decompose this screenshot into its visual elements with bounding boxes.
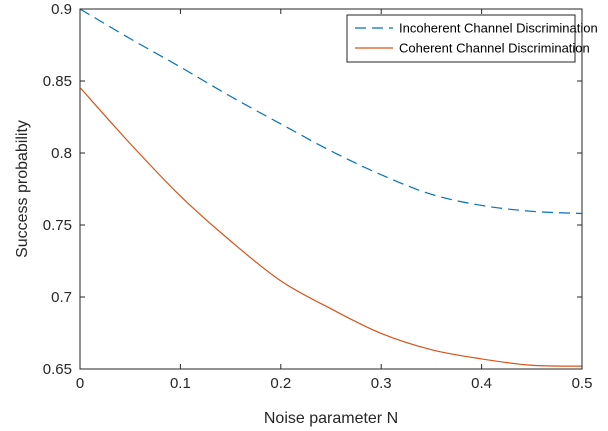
x-tick-label: 0.1 bbox=[170, 375, 191, 392]
plot-area bbox=[79, 8, 583, 370]
y-tick-label: 0.75 bbox=[43, 217, 72, 234]
plot-frame bbox=[79, 8, 583, 370]
x-tick-label: 0.2 bbox=[270, 375, 291, 392]
legend: Incoherent Channel Discrimination Coheren… bbox=[346, 14, 598, 63]
series-lines bbox=[79, 8, 583, 367]
x-tick-label: 0.5 bbox=[572, 375, 593, 392]
y-tick-label: 0.7 bbox=[51, 289, 72, 306]
y-tick-label: 0.8 bbox=[51, 145, 72, 162]
x-tick-label: 0.4 bbox=[471, 375, 492, 392]
y-tick-label: 0.9 bbox=[51, 1, 72, 18]
legend-label: Incoherent Channel Discrimination bbox=[399, 21, 598, 36]
series-line-coherent bbox=[79, 87, 583, 367]
x-axis-label: Noise parameter N bbox=[264, 410, 398, 427]
legend-box bbox=[346, 14, 576, 63]
legend-label: Coherent Channel Discrimination bbox=[399, 41, 590, 56]
x-tick-label: 0.3 bbox=[371, 375, 392, 392]
y-axis-label: Success probability bbox=[14, 120, 31, 258]
y-tick-label: 0.65 bbox=[43, 361, 72, 378]
y-tick-label: 0.85 bbox=[43, 73, 72, 90]
series-line-incoherent bbox=[79, 8, 583, 215]
x-tick-label: 0 bbox=[76, 375, 84, 392]
axis-ticks: 0 0.1 0.2 0.3 0.4 0.5 0.65 0.7 0.75 0.8 0.85 0.9 bbox=[43, 1, 593, 392]
